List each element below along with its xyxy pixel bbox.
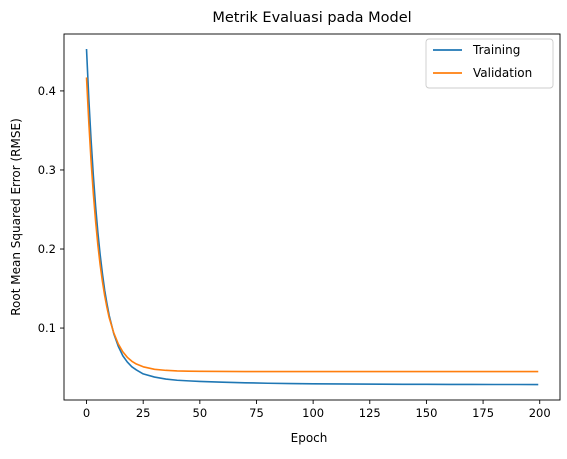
y-tick-label: 0.1 <box>38 321 56 335</box>
series-line-training <box>85 48 539 386</box>
legend-label-training: Training <box>472 43 520 57</box>
plot-area <box>64 34 560 400</box>
legend: Training Validation <box>425 38 554 89</box>
x-axis-label: Epoch <box>291 431 328 445</box>
legend-box <box>425 38 554 89</box>
x-axis-ticks: 0 25 50 75 100 125 150 175 200 <box>83 400 551 420</box>
x-tick-label: 100 <box>302 406 324 420</box>
y-axis-ticks: 0.1 0.2 0.3 0.4 <box>38 84 64 335</box>
y-tick-label: 0.2 <box>38 242 56 256</box>
x-tick-label: 175 <box>472 406 494 420</box>
x-tick-label: 150 <box>415 406 437 420</box>
plot-frame <box>63 33 561 401</box>
series-layer <box>85 48 539 386</box>
series-line-validation <box>85 77 539 373</box>
x-tick-label: 50 <box>193 406 208 420</box>
x-tick-label: 75 <box>249 406 264 420</box>
y-axis-label: Root Mean Squared Error (RMSE) <box>9 118 23 316</box>
x-tick-label: 125 <box>359 406 381 420</box>
x-tick-label: 200 <box>529 406 551 420</box>
legend-label-validation: Validation <box>473 66 532 80</box>
legend-items: Training Validation <box>433 43 532 80</box>
y-tick-label: 0.4 <box>38 84 56 98</box>
chart-title: Metrik Evaluasi pada Model <box>212 10 411 26</box>
x-tick-label: 25 <box>136 406 151 420</box>
x-tick-label: 0 <box>83 406 90 420</box>
y-tick-label: 0.3 <box>38 163 56 177</box>
